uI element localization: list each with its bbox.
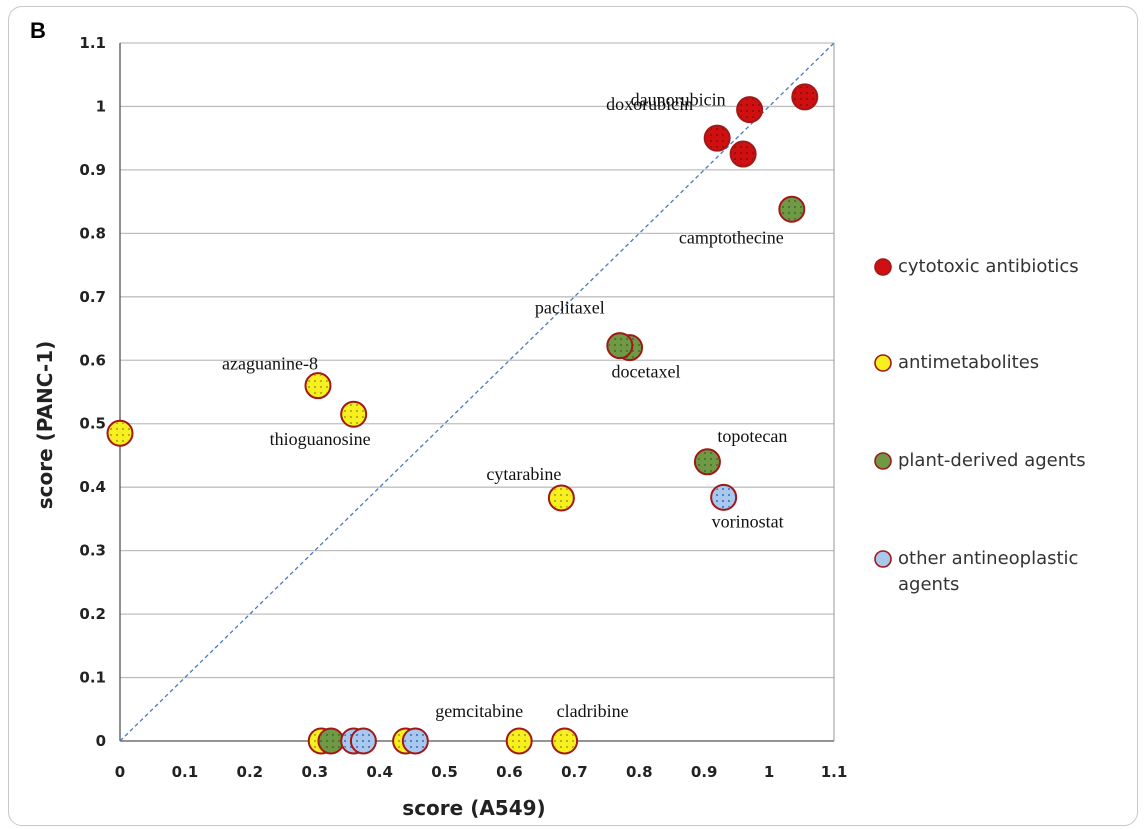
point-texture xyxy=(550,486,573,509)
legend-label: cytotoxic antibiotics xyxy=(898,256,1079,277)
legend-item-antimetabolites: antimetabolites xyxy=(874,350,1118,376)
point-texture xyxy=(404,730,427,752)
y-tick-label: 0.1 xyxy=(79,669,106,687)
point-texture xyxy=(342,403,365,426)
point-texture xyxy=(319,730,342,752)
point-label: docetaxel xyxy=(612,362,681,382)
diagonal-line xyxy=(119,42,835,742)
data-point xyxy=(317,727,345,755)
y-axis-title: score (PANC-1) xyxy=(33,341,57,510)
legend-item-other-antineoplastic: other antineoplastic agents xyxy=(874,546,1118,598)
y-tick-label: 0.5 xyxy=(79,415,106,433)
y-tick-label: 0.2 xyxy=(79,605,106,623)
figure-frame xyxy=(8,6,1138,826)
point-label: vorinostat xyxy=(712,511,784,531)
data-point xyxy=(693,448,721,476)
point-texture xyxy=(732,143,755,166)
x-tick-label: 0.4 xyxy=(366,763,393,781)
data-point xyxy=(547,484,575,512)
point-label: daunorubicin xyxy=(631,90,726,110)
x-tick-label: 0.9 xyxy=(691,763,718,781)
axes xyxy=(119,43,835,742)
data-point xyxy=(703,124,731,152)
point-label: gemcitabine xyxy=(435,701,523,721)
data-point xyxy=(729,140,757,168)
reference-diagonal xyxy=(119,42,835,742)
x-tick-label: 0 xyxy=(115,763,125,781)
x-tick-label: 0.6 xyxy=(496,763,523,781)
y-tick-label: 0.6 xyxy=(79,351,106,369)
legend-label: other antineoplastic agents xyxy=(898,548,1079,595)
x-tick-label: 0.1 xyxy=(172,763,199,781)
data-point xyxy=(304,372,332,400)
point-label: topotecan xyxy=(717,426,787,446)
point-texture xyxy=(780,198,803,221)
point-texture xyxy=(352,730,375,752)
data-point xyxy=(791,83,819,111)
data-point xyxy=(606,332,634,360)
legend-marker-cytotoxic xyxy=(874,258,892,276)
point-texture xyxy=(306,374,329,397)
data-point xyxy=(710,483,738,511)
y-tick-label: 1.1 xyxy=(79,34,106,52)
point-texture xyxy=(608,334,631,357)
point-texture xyxy=(109,422,131,445)
data-point xyxy=(401,727,429,755)
data-point xyxy=(106,419,134,447)
data-points xyxy=(106,83,819,755)
legend-item-plant-derived: plant-derived agents xyxy=(874,448,1118,474)
point-labels: gemcitabine cladribine azaguanine-8 thiogua… xyxy=(222,90,787,721)
data-point xyxy=(340,400,368,428)
legend-label: plant-derived agents xyxy=(898,450,1086,471)
x-tick-label: 0.5 xyxy=(431,763,458,781)
point-texture xyxy=(738,98,761,121)
data-point xyxy=(551,727,579,755)
point-label: doxorubicin xyxy=(606,94,693,114)
point-label: cladribine xyxy=(557,701,629,721)
y-tick-label: 0.3 xyxy=(79,542,106,560)
point-texture xyxy=(553,730,576,752)
y-tick-label: 0.8 xyxy=(79,224,106,242)
x-tick-label: 0.7 xyxy=(561,763,588,781)
legend-marker-plant-derived xyxy=(874,452,892,470)
x-axis-title: score (A549) xyxy=(402,796,545,820)
x-tick-label: 0.2 xyxy=(237,763,264,781)
x-tick-label: 0.3 xyxy=(301,763,328,781)
legend-marker-other xyxy=(874,550,892,568)
data-point xyxy=(505,727,533,755)
data-point xyxy=(778,195,806,223)
point-texture xyxy=(706,127,729,150)
panel-label: B xyxy=(30,18,46,43)
point-label: cytarabine xyxy=(486,464,561,484)
legend-label: antimetabolites xyxy=(898,352,1040,373)
point-texture xyxy=(696,450,719,473)
data-point xyxy=(736,96,764,124)
data-point xyxy=(349,727,377,755)
point-texture xyxy=(793,85,816,108)
y-tick-label: 1 xyxy=(96,97,106,115)
x-tick-label: 1.1 xyxy=(821,763,848,781)
y-tick-label: 0.4 xyxy=(79,478,106,496)
tick-labels: 0 0.1 0.2 0.3 0.4 0.5 0.6 0.7 0.8 0.9 1 1.1 0 0.1 0.2 0… xyxy=(79,34,847,781)
point-label: thioguanosine xyxy=(270,429,371,449)
y-tick-label: 0 xyxy=(96,732,106,750)
point-label: paclitaxel xyxy=(535,298,605,318)
point-label: camptothecine xyxy=(679,227,784,247)
x-tick-label: 0.8 xyxy=(626,763,653,781)
y-tick-label: 0.9 xyxy=(79,161,106,179)
point-texture xyxy=(712,486,735,509)
x-tick-label: 1 xyxy=(764,763,774,781)
legend-marker-antimetabolites xyxy=(874,354,892,372)
y-tick-label: 0.7 xyxy=(79,288,106,306)
point-texture xyxy=(508,730,531,752)
legend-item-cytotoxic: cytotoxic antibiotics xyxy=(874,254,1118,280)
point-label: azaguanine-8 xyxy=(222,354,318,374)
